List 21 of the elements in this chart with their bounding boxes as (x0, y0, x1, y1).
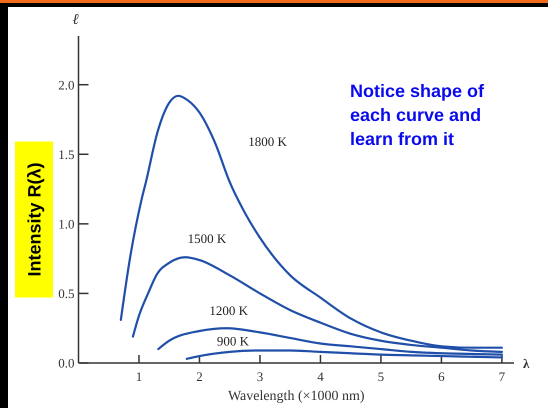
y-axis-title: Intensity R(λ) (24, 162, 44, 277)
x-tick-label: 2 (196, 369, 203, 384)
y-tick-label: 1.5 (58, 146, 74, 162)
y-tick-label: 0.5 (58, 286, 74, 301)
x-tick-label: 1 (136, 369, 142, 384)
series-label: 900 K (216, 333, 250, 348)
x-tick-label: 3 (256, 369, 264, 384)
series-label: 1200 K (209, 303, 249, 318)
x-tick-label: 4 (317, 369, 324, 384)
series-label: 1500 K (188, 231, 227, 246)
text: λ (523, 356, 530, 371)
text: 1800 K (248, 134, 288, 149)
x-tick-label: 6 (438, 369, 446, 384)
y-tick-label: 1.0 (58, 216, 74, 232)
x-tick-label: 5 (378, 369, 384, 384)
x-axis-title: Wavelength (×1000 nm) (228, 389, 365, 404)
x-tick-label: 7 (498, 369, 506, 384)
y-tick-label: 2.0 (58, 77, 74, 92)
text: ℓ (72, 12, 80, 28)
y-tick-label: 0.0 (58, 356, 74, 371)
annotation: Notice shape of each curve and learn from it (350, 81, 486, 149)
